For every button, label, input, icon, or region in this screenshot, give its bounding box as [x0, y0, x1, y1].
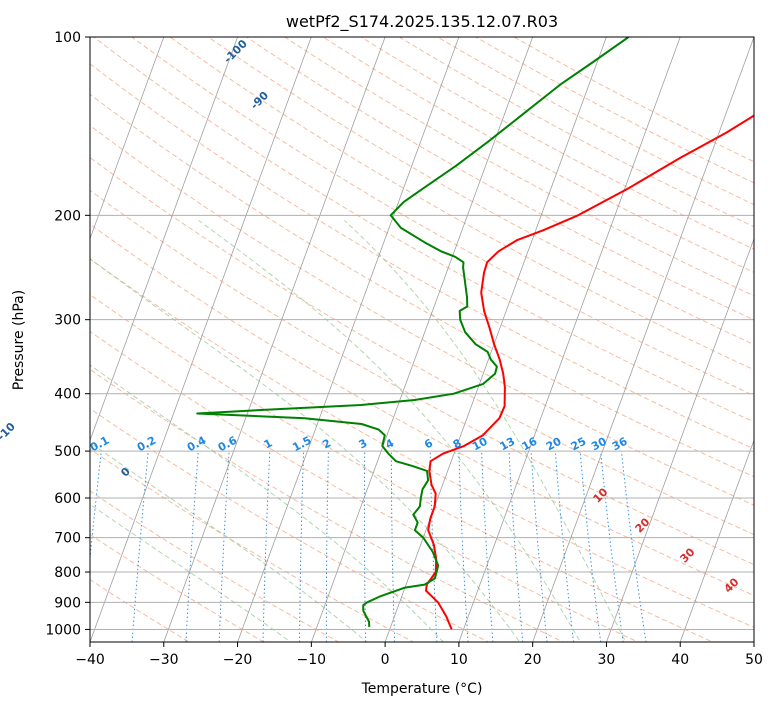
- x-tick-label: 40: [671, 652, 689, 668]
- dry-adiabat: [90, 330, 640, 642]
- chart-title: wetPf2_S174.2025.135.12.07.R03: [286, 12, 558, 32]
- grid: [90, 37, 754, 642]
- dry-adiabat: [90, 294, 714, 642]
- x-tick-label: −10: [297, 652, 327, 668]
- dry-adiabat: [513, 37, 754, 163]
- mixing-ratio-label: 10: [470, 435, 490, 454]
- x-tick-label: 0: [381, 652, 390, 668]
- x-tick-label: 50: [745, 652, 763, 668]
- dry-adiabat: [90, 408, 490, 642]
- mixing-ratio-label: 16: [520, 435, 540, 454]
- dry-adiabat: [284, 37, 754, 297]
- dry-adiabat: [90, 93, 754, 478]
- moist-adiabat: [344, 220, 627, 642]
- dry-adiabat: [90, 223, 754, 597]
- dry-adiabat: [90, 368, 565, 642]
- isotherm: [90, 37, 312, 642]
- moist-adiabat: [198, 219, 581, 642]
- mixing-ratio-line: [390, 451, 396, 642]
- x-tick-label: −20: [223, 652, 253, 668]
- dry-adiabat: [93, 37, 754, 423]
- x-tick-label: 30: [598, 652, 616, 668]
- x-axis: −40 −30 −20 −10 0 10 20 30 40 50: [75, 642, 763, 668]
- x-axis-label: Temperature (°C): [361, 681, 483, 697]
- y-tick-label: 400: [54, 387, 81, 403]
- y-tick-label: 1000: [45, 622, 81, 638]
- mixing-ratio-line: [363, 451, 367, 642]
- mixing-ratio-label: 20: [544, 435, 564, 454]
- dry-adiabat: [437, 37, 754, 206]
- mixing-ratio-label: 25: [569, 435, 589, 454]
- x-tick-label: 10: [450, 652, 468, 668]
- dry-adiabat: [90, 124, 754, 506]
- dry-adiabat: [246, 37, 754, 321]
- mixing-ratio-label: 36: [610, 435, 630, 454]
- mixing-ratio-line: [218, 451, 230, 642]
- dry-adiabat: [90, 189, 754, 566]
- dry-adiabat: [475, 37, 754, 184]
- y-tick-label: 800: [54, 565, 81, 581]
- mixing-ratio-line: [325, 451, 329, 642]
- moist-adiabat: [90, 441, 368, 642]
- mixing-ratio-line: [481, 451, 494, 642]
- isotherm: [237, 37, 460, 642]
- y-tick-label: 200: [54, 208, 81, 224]
- dewpoint-profile-line: [196, 37, 630, 627]
- dry-adiabat: [90, 448, 415, 642]
- dry-adiabat: [131, 37, 754, 397]
- isotherm: [606, 237, 754, 642]
- y-tick-label: 500: [54, 444, 81, 460]
- moist-adiabat: [90, 258, 521, 642]
- y-tick-label: 700: [54, 531, 81, 547]
- y-tick-label: 300: [54, 313, 81, 329]
- series-group: [196, 37, 754, 630]
- isotherm: [458, 37, 681, 642]
- mixing-ratio-label: 30: [589, 435, 609, 454]
- y-tick-label: 900: [54, 595, 81, 611]
- y-tick-label: 100: [54, 30, 81, 46]
- isotherm: [90, 37, 238, 442]
- moist-adiabat: [90, 364, 445, 642]
- background-lines: [90, 37, 754, 642]
- mixing-ratio-line: [299, 451, 305, 642]
- mixing-ratio-label: 13: [497, 435, 517, 454]
- dry-adiabat: [90, 63, 754, 450]
- isotherm: [163, 37, 386, 642]
- y-tick-label: 600: [54, 491, 81, 507]
- x-tick-label: −30: [149, 652, 179, 668]
- isotherm: [90, 37, 165, 240]
- dry-adiabat: [90, 258, 754, 628]
- mixing-ratio-line: [262, 451, 271, 642]
- isotherm: [679, 439, 754, 642]
- dry-adiabat: [399, 37, 754, 228]
- dry-adiabat: [90, 156, 754, 536]
- x-tick-label: −40: [75, 652, 105, 668]
- isotherm: [310, 37, 534, 642]
- mixing-ratio-line: [458, 451, 469, 642]
- y-axis-label: Pressure (hPa): [11, 290, 27, 390]
- dry-adiabat: [207, 37, 754, 346]
- mixing-ratio-line: [185, 451, 199, 642]
- isotherm: [532, 37, 754, 642]
- plot-frame: [89, 36, 755, 643]
- temperature-profile-line: [425, 114, 754, 630]
- x-tick-label: 20: [524, 652, 542, 668]
- y-axis: 1000 900 800 700 600 500 400 300 200 100: [45, 30, 90, 638]
